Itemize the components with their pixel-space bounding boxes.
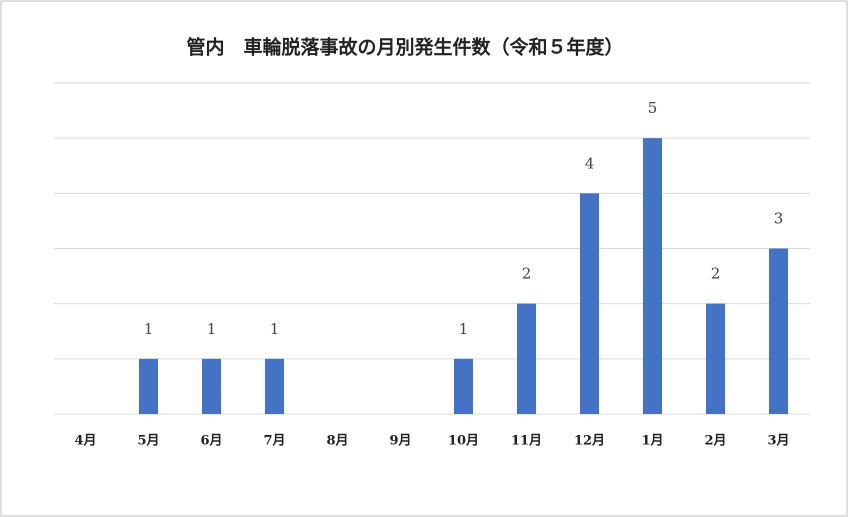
data-label: 1 [207, 320, 217, 338]
x-tick-label: 5月 [137, 434, 159, 449]
x-tick-label: 3月 [767, 434, 789, 449]
x-tick-label: 12月 [574, 434, 605, 449]
bar [706, 303, 725, 414]
x-tick-label: 6月 [200, 434, 222, 449]
x-tick-label: 1月 [641, 434, 663, 449]
x-tick-label: 2月 [704, 434, 726, 449]
bar [580, 193, 599, 414]
x-tick-label: 10月 [448, 434, 479, 449]
bar [643, 138, 662, 414]
data-label: 5 [648, 99, 658, 117]
data-label: 2 [711, 265, 721, 283]
x-tick-label: 7月 [263, 434, 285, 449]
bar [517, 303, 536, 414]
x-tick-label: 4月 [74, 434, 96, 449]
data-label: 1 [144, 320, 154, 338]
x-tick-label: 9月 [389, 434, 411, 449]
bar [139, 358, 158, 414]
x-tick-label: 8月 [326, 434, 348, 449]
data-label: 1 [270, 320, 280, 338]
bar [454, 358, 473, 414]
bar [265, 358, 284, 414]
chart-title: 管内 車輪脱落事故の月別発生件数（令和５年度） [186, 36, 623, 59]
bar [769, 248, 788, 414]
data-label: 4 [585, 154, 595, 172]
data-label: 1 [459, 320, 469, 338]
x-tick-label: 11月 [511, 434, 542, 449]
bar [202, 358, 221, 414]
data-label: 3 [774, 210, 784, 228]
data-label: 2 [522, 265, 532, 283]
